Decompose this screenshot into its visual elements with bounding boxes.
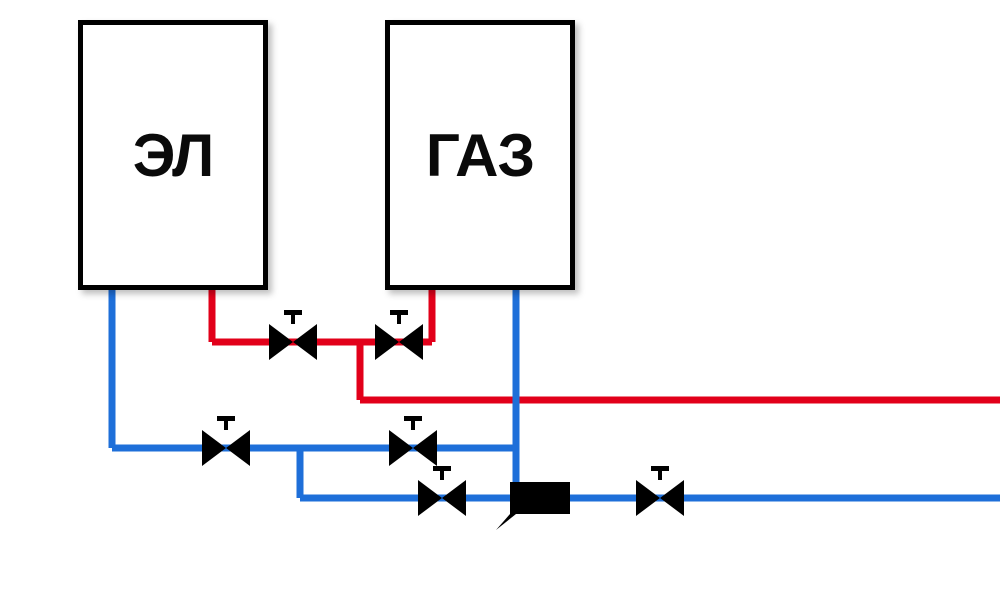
boiler-gas: ГАЗ (385, 20, 575, 290)
valve-icon (269, 310, 317, 360)
valve-icon (375, 310, 423, 360)
valve-icon (389, 416, 437, 466)
valve-icon (202, 416, 250, 466)
boiler-label: ЭЛ (133, 121, 214, 190)
valve-icon (418, 466, 466, 516)
valve-icon (636, 466, 684, 516)
boiler-electric: ЭЛ (78, 20, 268, 290)
pump-icon (496, 482, 570, 530)
boiler-label: ГАЗ (426, 121, 534, 190)
